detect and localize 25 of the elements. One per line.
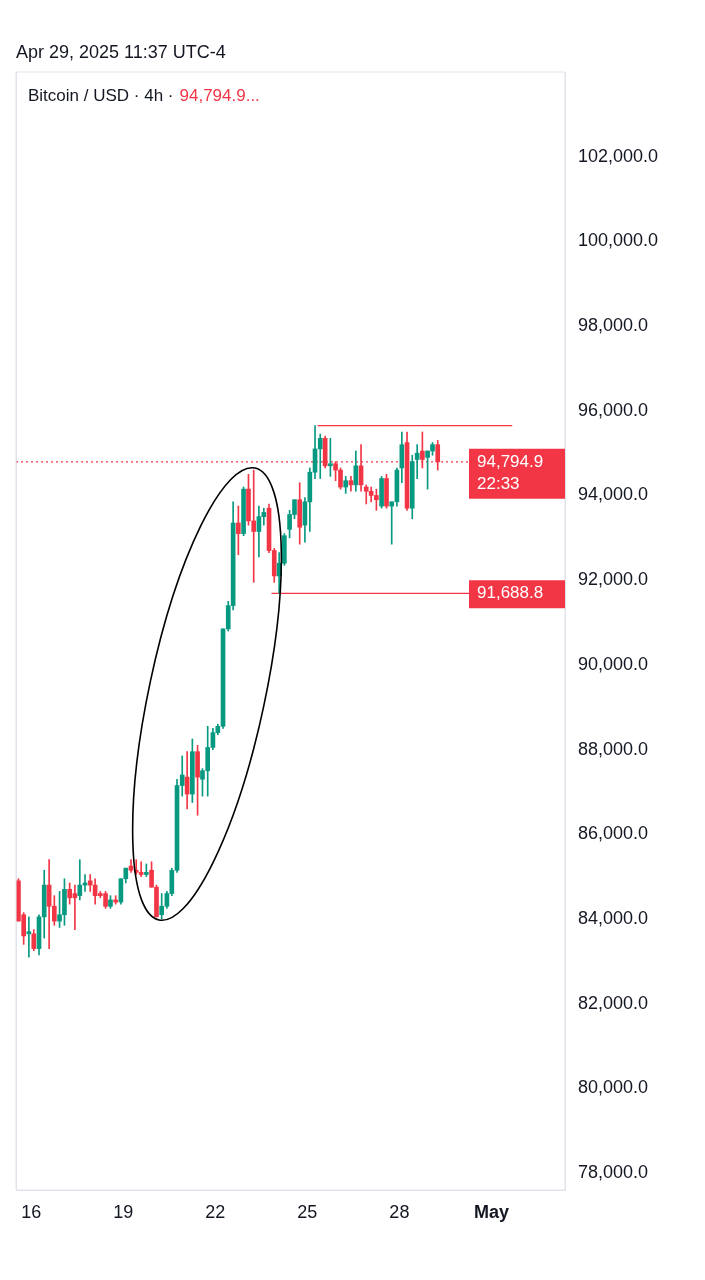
x-tick-label: 19	[113, 1201, 134, 1222]
x-tick-label: 28	[389, 1201, 410, 1222]
y-tick-label: 88,000.0	[578, 738, 649, 759]
y-tick-label: 80,000.0	[578, 1077, 649, 1098]
y-tick-label: 90,000.0	[578, 653, 649, 674]
series-label: 91,688.8	[477, 583, 544, 603]
y-tick-label: 100,000.0	[578, 230, 659, 251]
annotation: 22:33	[477, 473, 520, 493]
y-tick-label: 82,000.0	[578, 992, 649, 1013]
y-tick-label: 92,000.0	[578, 569, 649, 590]
x-tick-label: 22	[205, 1201, 226, 1222]
x-tick-label: 25	[297, 1201, 318, 1222]
y-tick-label: 96,000.0	[578, 399, 649, 420]
text: Apr 29, 2025 11:37 UTC-4	[16, 42, 226, 63]
text: Bitcoin / USD · 4h ·	[28, 86, 174, 105]
y-tick-label: 84,000.0	[578, 907, 649, 928]
x-tick-label: May	[473, 1201, 509, 1222]
y-tick-label: 78,000.0	[578, 1162, 649, 1183]
ref-line-label: 94,794.9	[477, 451, 544, 471]
text: 94,794.9...	[179, 86, 260, 105]
y-tick-label: 94,000.0	[578, 484, 649, 505]
x-tick-label: 16	[21, 1201, 42, 1222]
y-tick-label: 86,000.0	[578, 823, 649, 844]
y-tick-label: 98,000.0	[578, 315, 649, 336]
y-tick-label: 102,000.0	[578, 145, 659, 166]
